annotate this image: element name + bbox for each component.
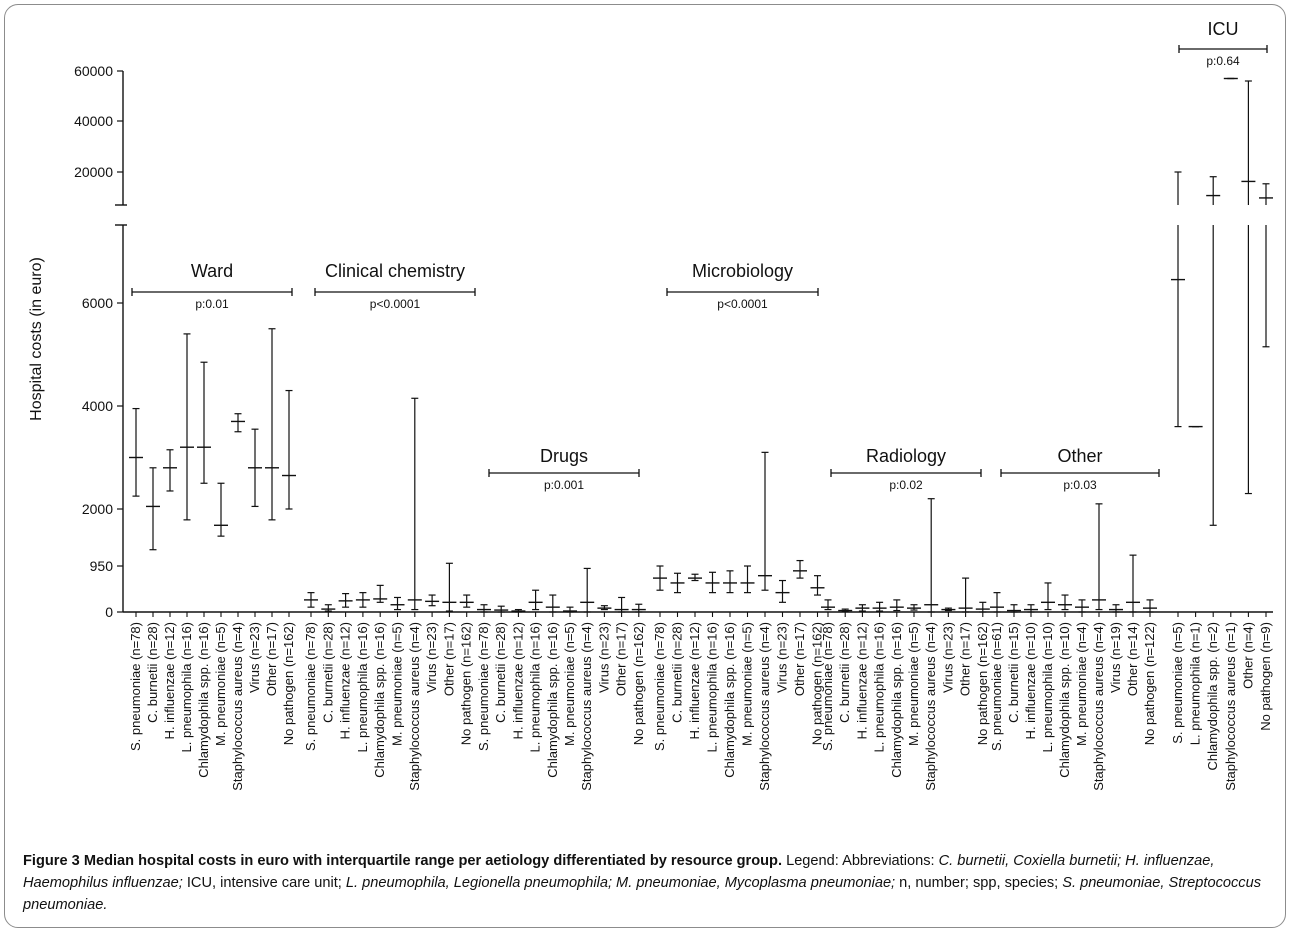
group-p-value: p:0.64 [1206,54,1240,68]
x-tick-label: Chlamydophila spp. (n=16) [372,622,387,778]
x-tick-label: H. influenzae (n=12) [162,622,177,739]
caption-abbr-3: L. pneumophila, Legionella pneumophila; … [345,875,896,891]
x-tick-label: Other (n=17) [958,622,973,696]
x-tick-label: M. pneumoniae (n=5) [906,622,921,746]
x-tick-label: Chlamydophila spp. (n=16) [722,622,737,778]
x-tick-label: S. pneumoniae (n=5) [1170,622,1185,744]
y-tick-label: 6000 [82,295,113,311]
x-tick-label: No pathogen (n=162) [975,622,990,745]
group-p-value: p:0.01 [195,297,229,311]
y-tick-label: 0 [105,604,113,620]
x-tick-label: Chlamydophila spp. (n=2) [1205,622,1220,771]
x-tick-label: C. burnetii (n=28) [670,622,685,723]
x-tick-label: H. influenzae (n=12) [510,622,525,739]
x-tick-label: C. burnetii (n=28) [493,622,508,723]
x-tick-label: Chlamydophila spp. (n=16) [196,622,211,778]
x-tick-label: S. pneumoniae (n=61) [989,622,1004,751]
x-tick-label: No pathogen (n=9) [1258,622,1273,731]
x-tick-label: Virus (n=23) [424,622,439,693]
y-axis-label: Hospital costs (in euro) [28,257,45,421]
x-tick-label: No pathogen (n=162) [631,622,646,745]
x-tick-label: Virus (n=23) [940,622,955,693]
caption-title: Figure 3 Median hospital costs in euro w… [23,853,783,869]
y-tick-label: 4000 [82,398,113,414]
x-tick-label: Other (n=17) [441,622,456,696]
x-tick-label: C. burnetii (n=28) [145,622,160,723]
x-tick-label: L. pneumophila (n=16) [872,622,887,752]
x-tick-label: Staphylococcus aureus (n=4) [579,622,594,791]
x-tick-label: Other (n=14) [1125,622,1140,696]
x-tick-label: Virus (n=23) [775,622,790,693]
y-tick-label: 2000 [82,501,113,517]
group-p-value: p:0.02 [889,478,923,492]
x-tick-label: H. influenzae (n=12) [338,622,353,739]
x-tick-label: C. burnetii (n=28) [837,622,852,723]
x-tick-label: H. influenzae (n=12) [854,622,869,739]
x-tick-label: L. pneumophila (n=1) [1188,622,1203,745]
x-tick-label: Other (n=17) [264,622,279,696]
box-plot-chart: 0 950 2000 4000 6000 20000 40000 60000 Hospital … [28,19,1273,791]
x-tick-label: L. pneumophila (n=16) [705,622,720,752]
x-tick-label: Staphylococcus aureus (n=4) [230,622,245,791]
group-title: Microbiology [692,261,793,281]
x-tick-label: M. pneumoniae (n=5) [740,622,755,746]
x-tick-label: S. pneumoniae (n=78) [820,622,835,751]
x-tick-label: S. pneumoniae (n=78) [128,622,143,751]
x-tick-label: C. burnetii (n=28) [320,622,335,723]
x-tick-label: Virus (n=19) [1108,622,1123,693]
x-tick-label: Virus (n=23) [596,622,611,693]
x-tick-label: Other (n=17) [792,622,807,696]
figure-frame: 0 950 2000 4000 6000 20000 40000 60000 Hospital … [4,4,1286,928]
y-tick-label: 950 [90,558,114,574]
caption-abbr-5: S. pneumoniae, Streptococcus pneumoniae. [23,875,1261,913]
x-tick-label: Staphylococcus aureus (n=4) [1091,622,1106,791]
x-tick-label: H. influenzae (n=12) [687,622,702,739]
x-tick-label: No pathogen (n=122) [1142,622,1157,745]
x-tick-label: Other (n=4) [1240,622,1255,689]
x-tick-label: Staphylococcus aureus (n=4) [923,622,938,791]
caption-legend-prefix: Legend: Abbreviations: [786,853,939,869]
group-title: ICU [1208,19,1239,39]
x-tick-label: Chlamydophila spp. (n=16) [545,622,560,778]
y-tick-label: 60000 [74,63,113,79]
x-tick-label: Chlamydophila spp. (n=16) [889,622,904,778]
group-p-value: p:0.03 [1063,478,1097,492]
x-tick-label: Staphylococcus aureus (n=4) [407,622,422,791]
y-tick-label: 40000 [74,113,113,129]
x-tick-label: M. pneumoniae (n=4) [1074,622,1089,746]
y-tick-label: 20000 [74,164,113,180]
group-title: Other [1057,446,1102,466]
x-tick-label: S. pneumoniae (n=78) [303,622,318,751]
x-tick-label: S. pneumoniae (n=78) [652,622,667,751]
figure-caption: Figure 3 Median hospital costs in euro w… [23,850,1279,916]
x-tick-label: L. pneumophila (n=16) [355,622,370,752]
caption-abbr-4: n, number; spp, species; [895,875,1063,891]
group-title: Ward [191,261,233,281]
x-tick-label: L. pneumophila (n=16) [179,622,194,752]
x-tick-label: S. pneumoniae (n=78) [476,622,491,751]
caption-abbr-2: ICU, intensive care unit; [182,875,346,891]
group-p-value: p<0.0001 [370,297,421,311]
x-tick-label: Staphylococcus aureus (n=1) [1223,622,1238,791]
group-p-value: p<0.0001 [717,297,768,311]
x-tick-label: M. pneumoniae (n=5) [213,622,228,746]
caption-abbr-1: C. burnetii, Coxiella burnetii; H. influ… [23,853,1215,891]
x-tick-label: L. pneumophila (n=16) [528,622,543,752]
x-tick-label: H. influenzae (n=10) [1023,622,1038,739]
x-tick-label: Other (n=17) [614,622,629,696]
group-p-value: p:0.001 [544,478,584,492]
x-tick-label: No pathogen (n=162) [810,622,825,745]
group-title: Radiology [866,446,946,466]
x-tick-label: M. pneumoniae (n=5) [390,622,405,746]
x-tick-label: Staphylococcus aureus (n=4) [757,622,772,791]
x-tick-label: L. pneumophila (n=10) [1040,622,1055,752]
group-title: Clinical chemistry [325,261,465,281]
x-tick-label: Virus (n=23) [247,622,262,693]
x-tick-label: No pathogen (n=162) [281,622,296,745]
x-tick-label: No pathogen (n=162) [459,622,474,745]
x-tick-label: C. burnetii (n=15) [1006,622,1021,723]
x-tick-label: M. pneumoniae (n=5) [562,622,577,746]
x-tick-label: Chlamydophila spp. (n=10) [1057,622,1072,778]
group-title: Drugs [540,446,588,466]
